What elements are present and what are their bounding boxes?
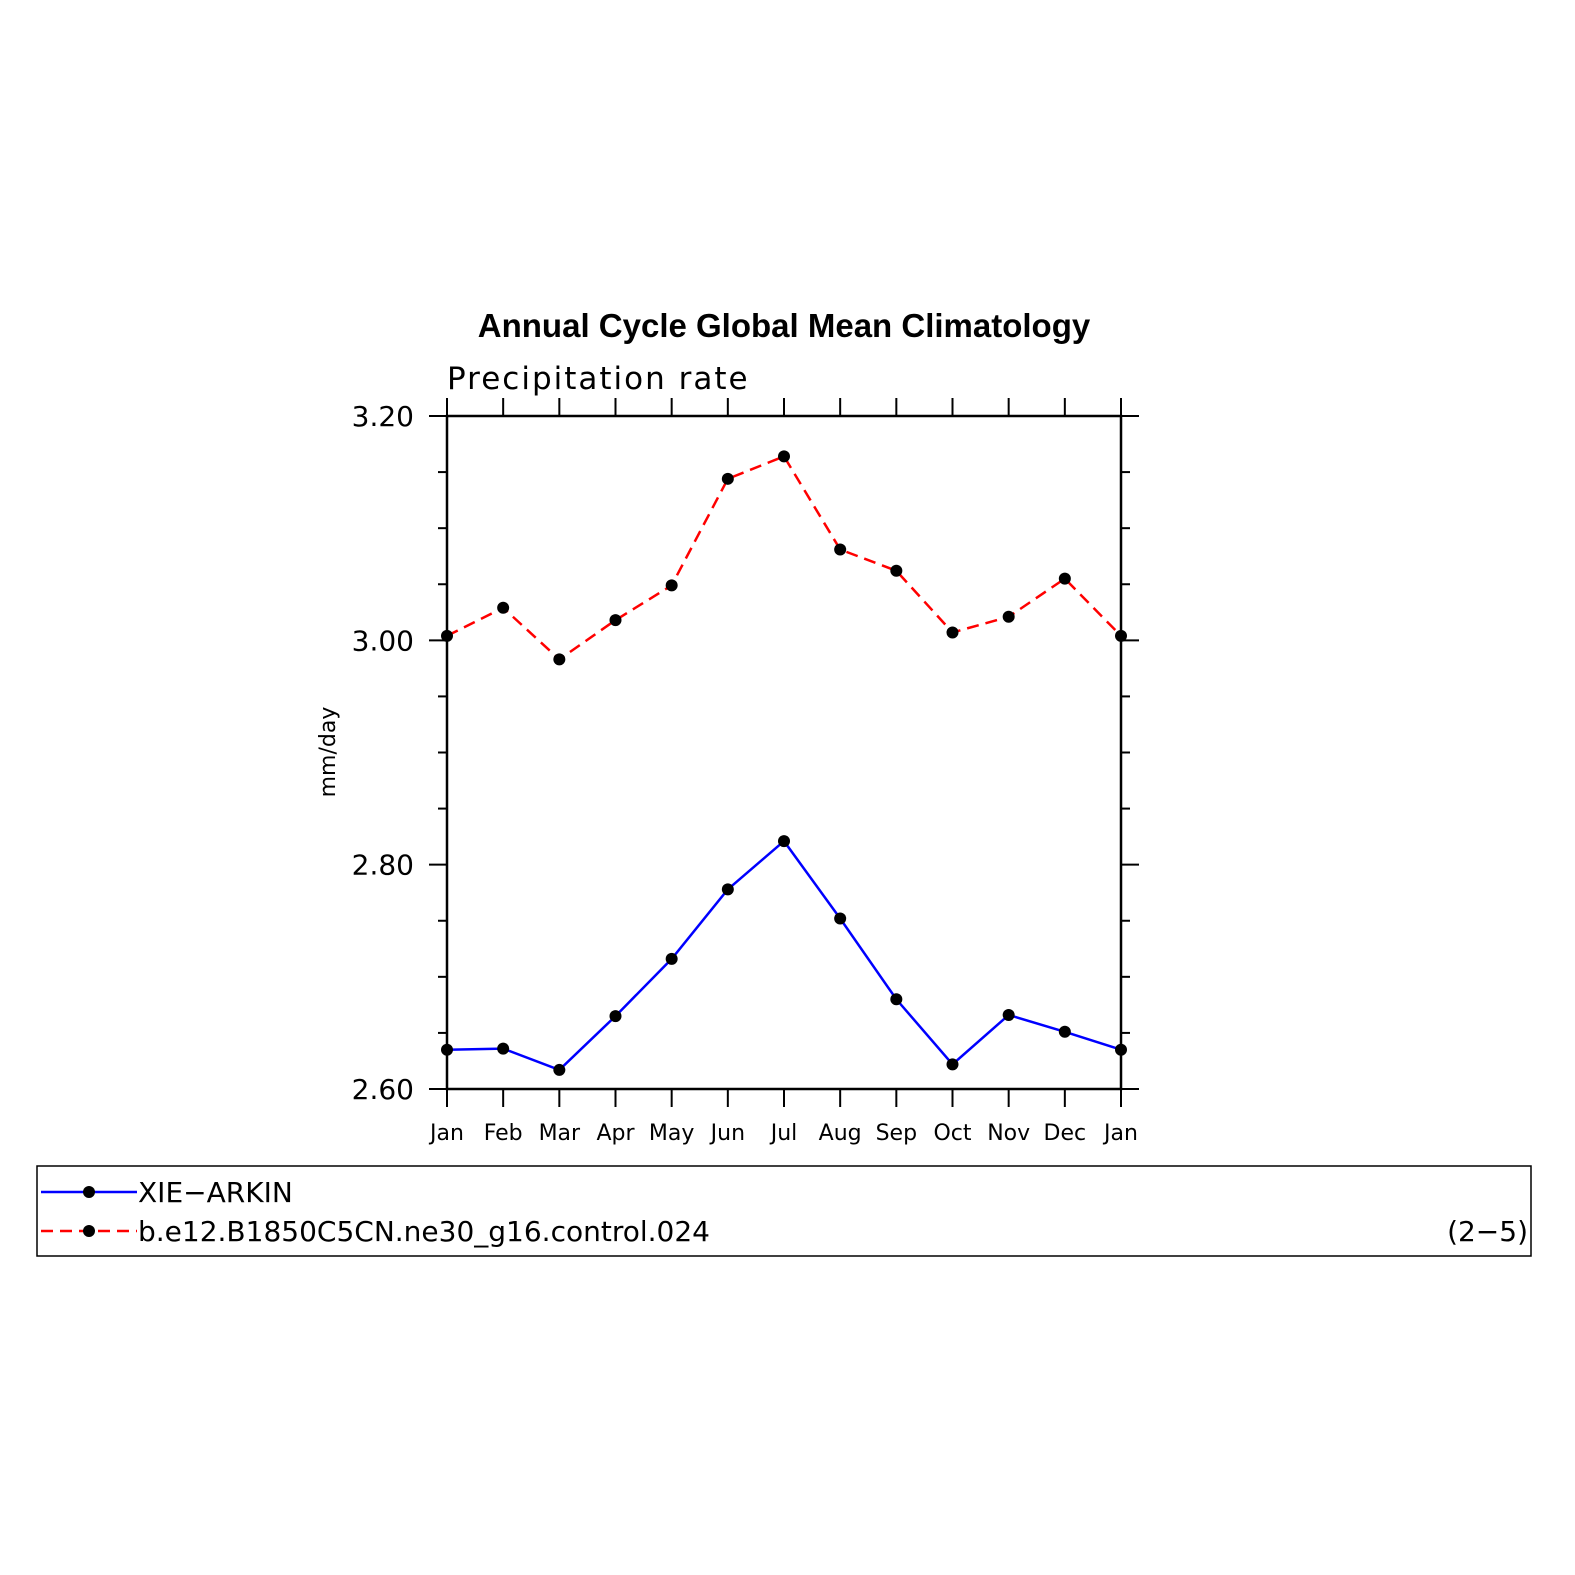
series-0-point xyxy=(1115,1043,1127,1056)
legend-label-1: b.e12.B1850C5CN.ne30_g16.control.024 xyxy=(138,1215,710,1248)
y-tick-label: 2.60 xyxy=(352,1073,414,1106)
series-1-point xyxy=(665,579,678,592)
x-tick-label: Apr xyxy=(596,1121,635,1146)
x-tick-label: Jan xyxy=(428,1121,464,1146)
series-0-point xyxy=(946,1058,959,1071)
x-tick-label: Mar xyxy=(539,1121,581,1146)
chart-title: Annual Cycle Global Mean Climatology xyxy=(478,307,1091,344)
x-tick-label: Oct xyxy=(933,1121,971,1146)
series-1-point xyxy=(1058,572,1071,585)
legend-marker-0 xyxy=(83,1186,95,1198)
series-0-point xyxy=(497,1042,510,1055)
series-0-point xyxy=(778,835,790,848)
series-0-point xyxy=(890,993,903,1006)
plot-frame xyxy=(445,414,1123,1091)
y-tick-label: 3.00 xyxy=(352,624,414,657)
y-axis-ticks: 2.60 2.80 3.00 3.20 xyxy=(352,400,1139,1106)
series-0-point xyxy=(834,912,847,925)
y-tick-label: 3.20 xyxy=(352,400,414,433)
series-1-point xyxy=(1002,610,1015,623)
series-0-point xyxy=(721,883,734,896)
series-0-point xyxy=(609,1010,622,1023)
series-layer xyxy=(441,450,1127,1076)
series-1-point xyxy=(721,472,734,485)
legend: XIE−ARKIN b.e12.B1850C5CN.ne30_g16.contro… xyxy=(41,1176,710,1248)
series-1-point xyxy=(609,614,622,627)
legend-box xyxy=(36,1165,1532,1257)
y-axis-label: mm/day xyxy=(316,707,341,798)
series-1-point xyxy=(553,653,566,666)
y-tick-label: 2.80 xyxy=(352,849,414,882)
x-tick-label: Sep xyxy=(876,1121,917,1146)
x-tick-label: Jan xyxy=(1102,1121,1138,1146)
series-0-point xyxy=(1058,1025,1071,1038)
legend-label-0: XIE−ARKIN xyxy=(138,1176,293,1209)
series-1-point xyxy=(890,564,903,577)
x-axis-ticks: Jan Feb Mar Apr May Jun Jul Aug Sep Oct Nov Dec Jan xyxy=(428,398,1138,1146)
x-tick-label: Nov xyxy=(987,1121,1030,1146)
x-tick-label: May xyxy=(649,1121,694,1146)
series-1-point xyxy=(778,450,790,463)
x-tick-label: Aug xyxy=(819,1121,862,1146)
series-0-point xyxy=(553,1063,566,1076)
legend-marker-1 xyxy=(83,1225,95,1237)
panel-annotation: (2−5) xyxy=(1447,1215,1528,1248)
series-1-point xyxy=(497,601,510,614)
x-tick-label: Dec xyxy=(1044,1121,1087,1146)
series-1-point xyxy=(834,543,847,556)
series-line-0 xyxy=(446,839,1122,1072)
series-0-point xyxy=(441,1043,453,1056)
series-0-point xyxy=(665,952,678,965)
chart-subtitle: Precipitation rate xyxy=(447,361,750,397)
series-1-point xyxy=(1115,629,1127,642)
series-line-1 xyxy=(446,454,1122,662)
series-1-point xyxy=(441,629,453,642)
series-0-point xyxy=(1002,1008,1015,1021)
x-tick-label: Jun xyxy=(709,1121,745,1146)
series-1-point xyxy=(946,626,959,639)
x-tick-label: Jul xyxy=(769,1121,798,1146)
x-tick-label: Feb xyxy=(484,1121,523,1146)
